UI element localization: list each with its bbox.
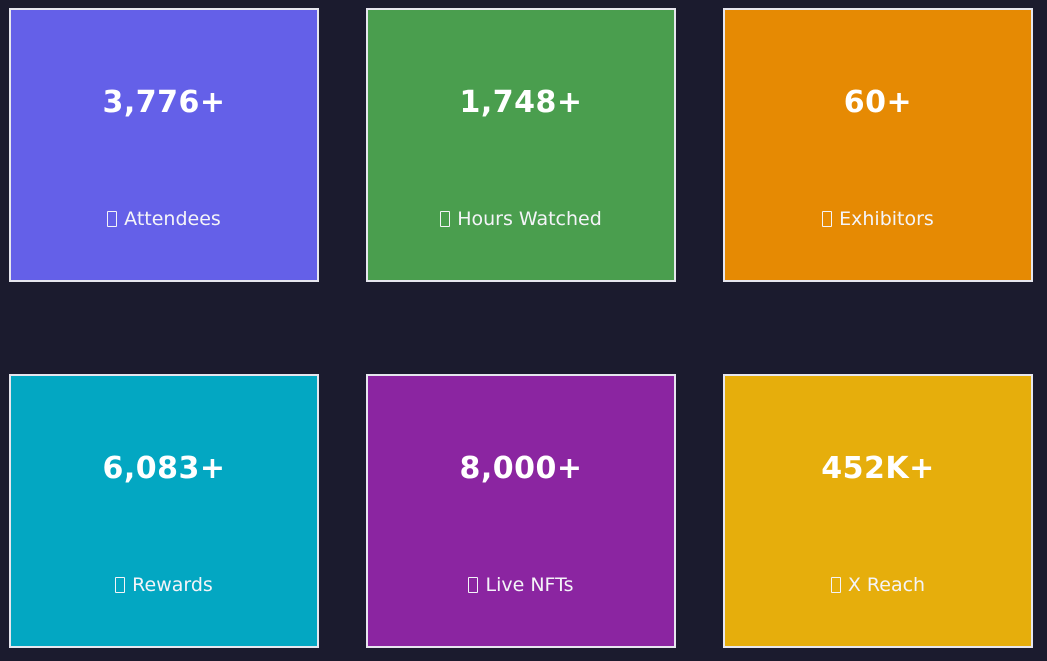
stat-card-attendees: 3,776+ Attendees	[9, 8, 319, 282]
stat-card-hours-watched: 1,748+ Hours Watched	[366, 8, 676, 282]
stat-card-live-nfts: 8,000+ Live NFTs	[366, 374, 676, 648]
stat-card-x-reach: 452K+ X Reach	[723, 374, 1033, 648]
stat-label: X Reach	[847, 574, 926, 596]
stat-label-row: Exhibitors	[725, 206, 1031, 232]
stat-card-rewards: 6,083+ Rewards	[9, 374, 319, 648]
stat-value: 452K+	[821, 451, 935, 486]
people-icon	[107, 211, 118, 227]
nft-icon	[468, 577, 479, 593]
booth-icon	[822, 211, 833, 227]
stat-label-row: X Reach	[725, 572, 1031, 598]
stat-value: 6,083+	[102, 451, 226, 486]
clock-icon	[440, 211, 451, 227]
stat-label-row: Rewards	[11, 572, 317, 598]
stat-label: Exhibitors	[839, 208, 934, 230]
stat-value: 60+	[843, 85, 913, 120]
stat-label: Hours Watched	[457, 208, 602, 230]
stat-label: Rewards	[132, 574, 213, 596]
stat-label: Live NFTs	[485, 574, 574, 596]
stat-card-exhibitors: 60+ Exhibitors	[723, 8, 1033, 282]
megaphone-icon	[830, 577, 841, 593]
stat-value: 1,748+	[459, 85, 583, 120]
gift-icon	[115, 577, 126, 593]
stat-value: 8,000+	[459, 451, 583, 486]
stat-label-row: Attendees	[11, 206, 317, 232]
stat-value: 3,776+	[102, 85, 226, 120]
stat-label-row: Hours Watched	[368, 206, 674, 232]
stat-label-row: Live NFTs	[368, 572, 674, 598]
stat-label: Attendees	[124, 208, 221, 230]
